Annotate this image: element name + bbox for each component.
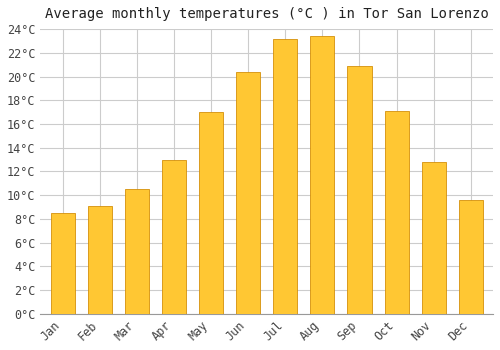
Bar <box>88 206 112 314</box>
Bar <box>458 200 483 314</box>
Bar <box>124 189 149 314</box>
Bar <box>310 36 334 314</box>
Bar <box>236 72 260 314</box>
Title: Average monthly temperatures (°C ) in Tor San Lorenzo: Average monthly temperatures (°C ) in To… <box>44 7 488 21</box>
Bar <box>162 160 186 314</box>
Bar <box>50 213 74 314</box>
Bar <box>273 38 297 314</box>
Bar <box>348 66 372 314</box>
Bar <box>199 112 223 314</box>
Bar <box>422 162 446 314</box>
Bar <box>384 111 408 314</box>
